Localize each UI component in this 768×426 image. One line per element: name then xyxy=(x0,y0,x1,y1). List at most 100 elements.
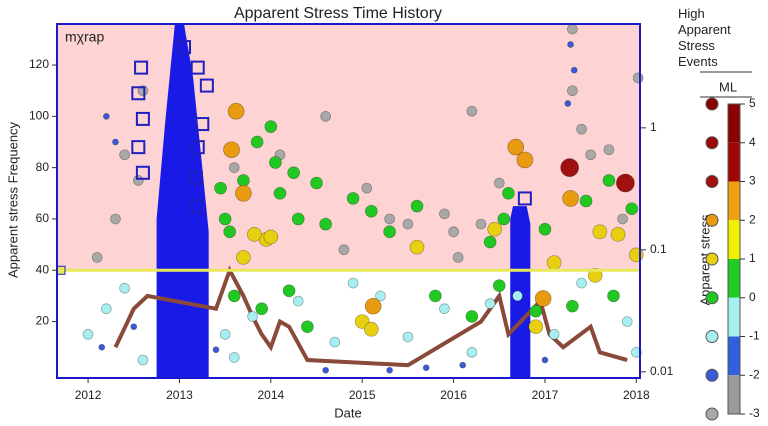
colorbar-segment xyxy=(728,375,740,414)
colorbar-segment xyxy=(728,142,740,182)
event-point xyxy=(264,120,278,133)
event-point xyxy=(562,190,579,207)
legend-marker xyxy=(705,97,719,111)
event-point xyxy=(130,323,138,331)
event-point xyxy=(570,66,578,74)
event-point xyxy=(579,194,593,208)
event-point xyxy=(448,226,459,238)
legend-marker xyxy=(705,252,719,266)
event-point xyxy=(119,282,130,294)
event-point xyxy=(227,289,241,303)
cluster-square xyxy=(199,78,214,93)
event-point xyxy=(386,366,393,374)
event-point xyxy=(428,289,442,303)
event-point xyxy=(320,110,332,122)
legend-subtitle: ML xyxy=(719,79,737,94)
event-point xyxy=(98,343,106,351)
event-point xyxy=(610,226,626,242)
cluster-square xyxy=(135,111,150,126)
y2-tick-label: 0.1 xyxy=(650,242,667,256)
y-tick-label: 60 xyxy=(36,211,50,225)
event-point xyxy=(137,354,149,366)
trend-line xyxy=(113,265,628,368)
event-point xyxy=(227,102,245,120)
x-axis-label: Date xyxy=(334,405,361,420)
colorbar-segment xyxy=(728,104,740,143)
event-point xyxy=(576,123,587,135)
event-point xyxy=(410,199,424,213)
event-point xyxy=(354,314,370,329)
x-tick-label: 2012 xyxy=(75,388,102,402)
x-tick-label: 2016 xyxy=(440,388,467,402)
cluster-square xyxy=(131,140,146,155)
event-point xyxy=(237,174,250,187)
event-point xyxy=(567,23,578,35)
event-point xyxy=(484,298,496,309)
event-point xyxy=(402,331,414,343)
event-point xyxy=(235,184,252,202)
event-point xyxy=(82,329,94,340)
event-point xyxy=(487,221,503,237)
event-point xyxy=(465,310,479,323)
event-point xyxy=(319,217,333,231)
colorbar-segment xyxy=(728,336,740,376)
event-point xyxy=(548,329,560,340)
legend-marker xyxy=(705,175,719,188)
event-point xyxy=(346,192,360,205)
event-point xyxy=(384,213,395,225)
legend-title: High Apparent Stress Events xyxy=(678,6,731,69)
colorbar-segment xyxy=(728,220,740,259)
event-point xyxy=(576,277,587,289)
event-point xyxy=(546,255,562,270)
y2-tick-label: 1 xyxy=(650,120,657,134)
event-point xyxy=(322,366,330,374)
event-point xyxy=(364,297,382,315)
cluster-square xyxy=(177,40,192,55)
activity-band xyxy=(156,24,209,378)
colorbar-segment xyxy=(728,297,740,337)
event-point xyxy=(541,356,549,364)
y2-tick-label: 0.01 xyxy=(650,364,674,378)
cluster-square xyxy=(134,60,149,75)
x-tick-label: 2013 xyxy=(166,388,193,402)
event-point xyxy=(363,321,379,337)
event-point xyxy=(466,105,478,117)
colorbar-tick-label: 1 xyxy=(749,251,756,265)
colorbar-tick-label: 5 xyxy=(749,96,756,110)
chart-title: Apparent Stress Time History xyxy=(234,5,442,22)
event-point xyxy=(247,226,262,242)
event-point xyxy=(459,361,467,369)
legend-marker xyxy=(705,213,719,227)
event-point xyxy=(607,289,620,303)
event-point xyxy=(338,244,350,256)
event-point xyxy=(110,213,121,225)
y-tick-label: 100 xyxy=(29,109,49,123)
event-point xyxy=(112,138,119,146)
x-tick-label: 2017 xyxy=(532,388,559,402)
y-axis-label: Apparent stress Frequency xyxy=(5,121,20,278)
event-point xyxy=(592,224,608,240)
event-point xyxy=(603,144,615,156)
colorbar-tick-label: 2 xyxy=(749,212,756,226)
event-point xyxy=(223,141,240,159)
y-tick-label: 20 xyxy=(36,314,50,328)
event-point xyxy=(566,299,579,313)
event-point xyxy=(475,218,487,230)
event-point xyxy=(247,311,258,322)
colorbar-tick-label: 0 xyxy=(749,290,756,304)
event-point xyxy=(132,175,144,186)
event-point xyxy=(361,182,373,194)
legend-marker xyxy=(705,368,719,382)
x-tick-label: 2014 xyxy=(257,388,284,402)
plot-frame xyxy=(56,23,641,379)
event-point xyxy=(616,173,635,193)
cluster-square xyxy=(190,199,205,214)
event-point xyxy=(287,166,301,180)
event-point xyxy=(100,303,112,315)
event-point xyxy=(567,85,578,97)
event-point xyxy=(512,290,523,302)
y-tick-label: 120 xyxy=(29,57,49,71)
legend-marker xyxy=(705,291,719,305)
colorbar-label: Apparent stress xyxy=(697,214,712,306)
